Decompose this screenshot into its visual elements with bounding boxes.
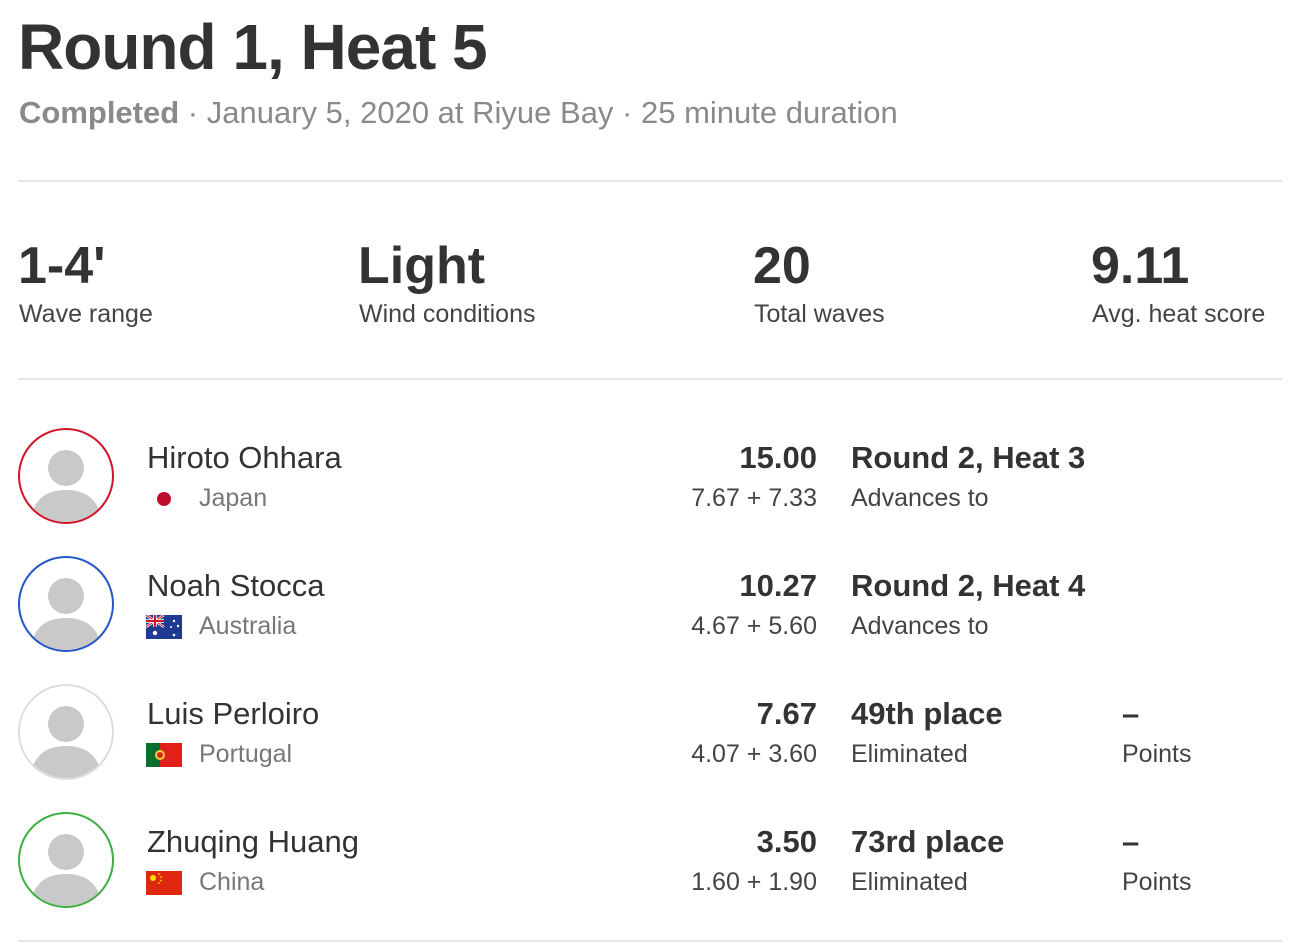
heat-total-score: 10.27	[739, 568, 817, 603]
points-label: Points	[1122, 868, 1192, 896]
points-value: –	[1122, 696, 1140, 731]
heat-subtitle: Completed · January 5, 2020 at Riyue Bay…	[19, 95, 898, 131]
wave-scores: 4.67 + 5.60	[691, 612, 817, 640]
wave-scores: 1.60 + 1.90	[691, 868, 817, 896]
points-value: –	[1122, 824, 1140, 859]
result: 49th place	[851, 696, 1003, 731]
stat-waves-label: Total waves	[754, 300, 885, 328]
status-badge: Completed	[19, 95, 180, 130]
result-label: Advances to	[851, 484, 989, 512]
heat-total-score: 15.00	[739, 440, 817, 475]
divider	[18, 180, 1282, 182]
heat-total-score: 7.67	[756, 696, 817, 731]
country-flag-icon	[146, 487, 182, 511]
country-flag-icon	[146, 743, 182, 767]
stat-wind-label: Wind conditions	[359, 300, 536, 328]
surfer-name[interactable]: Noah Stocca	[147, 568, 325, 603]
surfer-name[interactable]: Zhuqing Huang	[147, 824, 359, 859]
surfer-avatar[interactable]	[18, 812, 114, 908]
stat-avg-score-value: 9.11	[1091, 237, 1190, 295]
surfer-avatar[interactable]	[18, 556, 114, 652]
surfer-country: Portugal	[199, 740, 293, 768]
stat-wave-range-label: Wave range	[19, 300, 153, 328]
surfer-country: Australia	[199, 612, 297, 640]
page-title: Round 1, Heat 5	[18, 11, 488, 83]
surfer-avatar[interactable]	[18, 684, 114, 780]
result: Round 2, Heat 4	[851, 568, 1086, 603]
result-label: Advances to	[851, 612, 989, 640]
heat-details: · January 5, 2020 at Riyue Bay · 25 minu…	[179, 95, 898, 130]
person-icon	[30, 834, 102, 906]
person-icon	[30, 578, 102, 650]
divider	[18, 378, 1282, 380]
stat-waves-value: 20	[753, 237, 811, 295]
stat-wave-range-value: 1-4'	[18, 237, 106, 295]
surfer-name[interactable]: Hiroto Ohhara	[147, 440, 342, 475]
surfer-name[interactable]: Luis Perloiro	[147, 696, 320, 731]
surfer-avatar[interactable]	[18, 428, 114, 524]
result: Round 2, Heat 3	[851, 440, 1086, 475]
surfer-country: China	[199, 868, 265, 896]
wave-scores: 7.67 + 7.33	[691, 484, 817, 512]
result-label: Eliminated	[851, 868, 968, 896]
stat-wind-value: Light	[358, 237, 486, 295]
result: 73rd place	[851, 824, 1005, 859]
divider	[18, 940, 1282, 942]
person-icon	[30, 450, 102, 522]
person-icon	[30, 706, 102, 778]
stat-avg-score-label: Avg. heat score	[1092, 300, 1266, 328]
surfer-country: Japan	[199, 484, 268, 512]
country-flag-icon	[145, 613, 182, 639]
points-label: Points	[1122, 740, 1192, 768]
heat-total-score: 3.50	[756, 824, 817, 859]
wave-scores: 4.07 + 3.60	[691, 740, 817, 768]
country-flag-icon	[146, 871, 182, 895]
result-label: Eliminated	[851, 740, 968, 768]
